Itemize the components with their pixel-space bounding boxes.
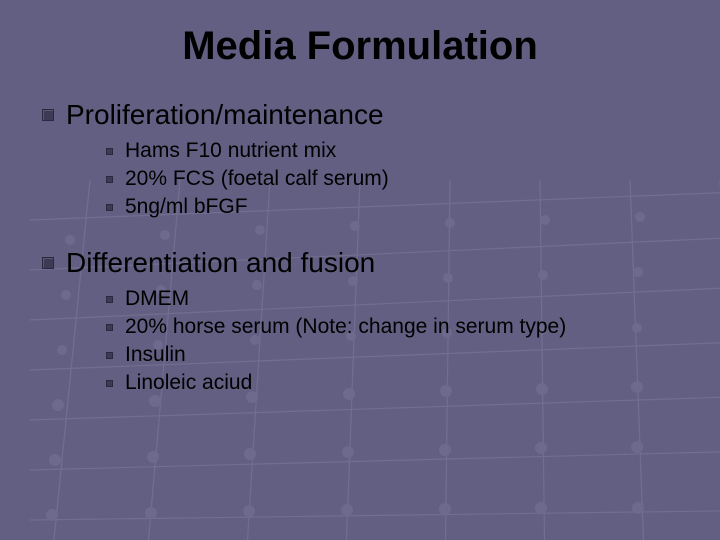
square-bullet-small-icon (106, 380, 113, 387)
square-bullet-small-icon (106, 204, 113, 211)
list-item-text: Hams F10 nutrient mix (125, 139, 336, 163)
section-title: Proliferation/maintenance (66, 99, 384, 131)
list-item-text: 20% horse serum (Note: change in serum t… (125, 315, 566, 339)
section-head: Differentiation and fusion (42, 247, 678, 279)
list-item: 20% horse serum (Note: change in serum t… (106, 315, 678, 339)
list-item-text: 5ng/ml bFGF (125, 195, 248, 219)
square-bullet-small-icon (106, 296, 113, 303)
slide: Media Formulation Proliferation/maintena… (0, 0, 720, 540)
list-item-text: Linoleic aciud (125, 371, 252, 395)
square-bullet-small-icon (106, 148, 113, 155)
square-bullet-small-icon (106, 176, 113, 183)
list-item-text: 20% FCS (foetal calf serum) (125, 167, 389, 191)
square-bullet-small-icon (106, 324, 113, 331)
section-head: Proliferation/maintenance (42, 99, 678, 131)
sub-list: Hams F10 nutrient mix 20% FCS (foetal ca… (106, 139, 678, 219)
list-item-text: DMEM (125, 287, 189, 311)
section-title: Differentiation and fusion (66, 247, 375, 279)
list-item: Insulin (106, 343, 678, 367)
list-item: Linoleic aciud (106, 371, 678, 395)
section-differentiation: Differentiation and fusion DMEM 20% hors… (42, 247, 678, 395)
page-title: Media Formulation (42, 24, 678, 69)
list-item: Hams F10 nutrient mix (106, 139, 678, 163)
sub-list: DMEM 20% horse serum (Note: change in se… (106, 287, 678, 395)
square-bullet-small-icon (106, 352, 113, 359)
square-bullet-icon (42, 257, 54, 269)
list-item: DMEM (106, 287, 678, 311)
list-item: 5ng/ml bFGF (106, 195, 678, 219)
list-item-text: Insulin (125, 343, 186, 367)
section-proliferation: Proliferation/maintenance Hams F10 nutri… (42, 99, 678, 219)
square-bullet-icon (42, 109, 54, 121)
list-item: 20% FCS (foetal calf serum) (106, 167, 678, 191)
